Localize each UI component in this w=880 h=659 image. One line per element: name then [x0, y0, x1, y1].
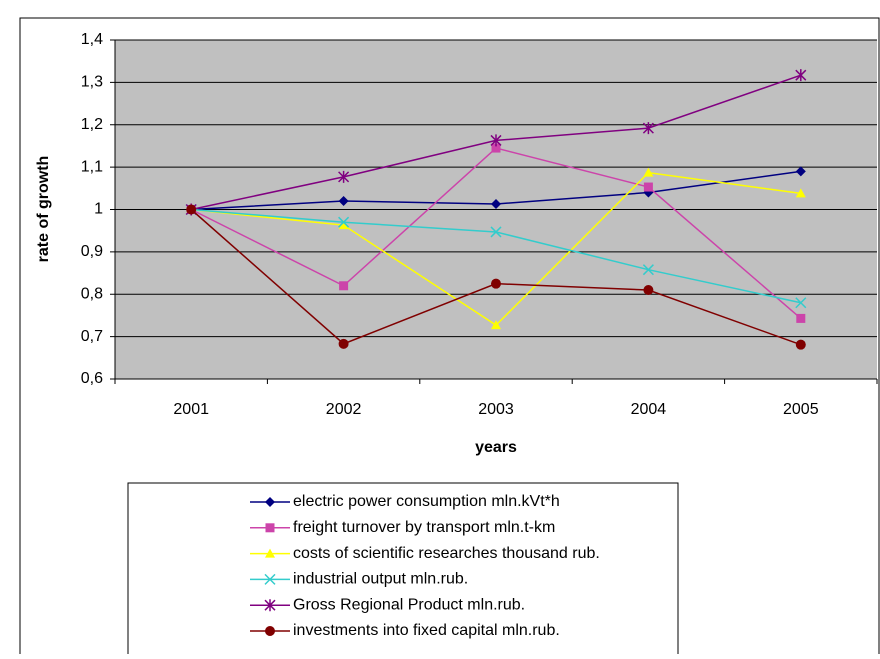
data-point: [491, 143, 501, 153]
x-tick-label: 2002: [326, 401, 362, 418]
data-point: [642, 122, 654, 135]
y-tick-label: 1,3: [81, 74, 103, 91]
legend-marker: [264, 573, 276, 585]
y-tick-label: 1,1: [81, 158, 103, 175]
data-point: [795, 69, 807, 82]
data-point: [643, 285, 654, 296]
data-point: [490, 134, 502, 147]
y-tick-label: 1,2: [81, 116, 103, 133]
x-tick-label: 2003: [478, 401, 514, 418]
data-point: [338, 170, 350, 183]
legend-marker: [265, 548, 275, 558]
data-point: [643, 182, 653, 192]
data-point: [491, 320, 501, 330]
legend-label: industrial output mln.rub.: [293, 571, 468, 588]
data-point: [338, 220, 349, 230]
x-tick-label: 2005: [783, 401, 819, 418]
data-point: [796, 313, 806, 323]
data-point: [339, 281, 349, 291]
data-point: [490, 226, 502, 238]
legend-marker: [265, 497, 275, 507]
legend-label: costs of scientific researches thousand …: [293, 545, 600, 562]
data-point: [491, 278, 501, 289]
data-point: [338, 196, 349, 207]
x-tick-label: 2004: [631, 401, 667, 418]
data-point: [795, 188, 806, 198]
data-point: [186, 204, 197, 215]
legend-label: electric power consumption mln.kVt*h: [293, 493, 560, 510]
x-tick-label: 2001: [173, 401, 209, 418]
data-point: [491, 198, 501, 209]
y-tick-label: 0,9: [81, 243, 103, 260]
legend-marker: [264, 599, 276, 612]
legend: [127, 482, 679, 659]
x-axis-title: years: [475, 439, 517, 456]
y-axis-title: rate of growth: [35, 156, 52, 263]
y-tick-label: 1,4: [81, 31, 103, 48]
data-point: [338, 216, 350, 228]
y-tick-label: 1: [94, 201, 103, 218]
y-tick-label: 0,7: [81, 328, 103, 345]
y-tick-label: 0,6: [81, 370, 103, 387]
data-point: [795, 166, 806, 177]
legend-marker: [265, 626, 275, 636]
data-point: [642, 264, 654, 276]
data-point: [338, 338, 349, 349]
y-tick-label: 0,8: [81, 285, 103, 302]
data-point: [795, 339, 806, 350]
legend-label: investments into fixed capital mln.rub.: [293, 622, 560, 639]
data-point: [795, 297, 807, 309]
data-point: [643, 167, 654, 177]
legend-label: Gross Regional Product mln.rub.: [293, 596, 525, 613]
legend-marker: [265, 523, 275, 533]
legend-label: freight turnover by transport mln.t-km: [293, 519, 555, 536]
